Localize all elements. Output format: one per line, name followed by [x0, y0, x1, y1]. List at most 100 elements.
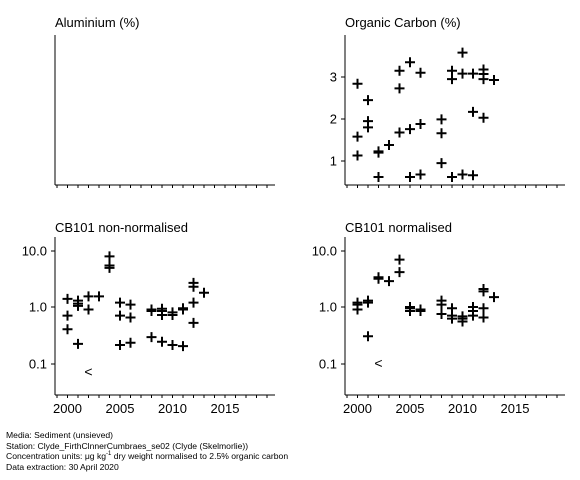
- data-point: [384, 140, 394, 151]
- x-tick-label: 2010: [448, 401, 477, 416]
- data-point: [478, 283, 489, 294]
- x-tick-label: 2005: [396, 401, 425, 416]
- data-point: [62, 310, 73, 321]
- data-point: [489, 74, 499, 85]
- data-point: [352, 150, 363, 161]
- data-point: [447, 303, 457, 314]
- data-point: [363, 116, 373, 127]
- data-point: [447, 74, 457, 85]
- data-point: [125, 299, 136, 310]
- data-point: [478, 312, 489, 323]
- data-point: [478, 303, 489, 314]
- data-point: [415, 67, 426, 78]
- footer-notes: Media: Sediment (unsieved) Station: Clyd…: [6, 430, 288, 472]
- data-point: [104, 251, 115, 262]
- data-point: [199, 287, 209, 298]
- data-point: [436, 128, 447, 139]
- data-point: [468, 106, 478, 117]
- x-tick-label: 2000: [53, 401, 82, 416]
- panel-cb101-normalised: CB101 normalised 2000 2005 2010 2015 10.0 1.0 0…: [312, 220, 565, 416]
- panel-title: CB101 non-normalised: [55, 220, 188, 235]
- y-tick-label: 0.1: [319, 357, 337, 372]
- data-point: [394, 267, 405, 278]
- data-point: [167, 307, 178, 318]
- data-point: [352, 78, 363, 89]
- data-point: [394, 83, 405, 94]
- data-point: [94, 291, 104, 302]
- data-point: [457, 68, 468, 79]
- panel-title: Organic Carbon (%): [345, 15, 461, 30]
- data-point: [352, 297, 363, 308]
- data-point: [178, 341, 188, 352]
- footer-media: Media: Sediment (unsieved): [6, 430, 113, 440]
- data-point: [394, 254, 405, 265]
- data-point: [489, 292, 499, 303]
- data-point: [73, 338, 83, 349]
- x-tick-label: 2005: [106, 401, 135, 416]
- data-point: [415, 169, 426, 180]
- y-tick-label: 10.0: [312, 244, 337, 259]
- data-point: [167, 339, 178, 350]
- data-point: [468, 170, 478, 181]
- units-suffix: dry weight normalised to 2.5% organic ca…: [111, 451, 289, 462]
- data-point: [394, 127, 405, 138]
- data-point: [436, 308, 447, 319]
- footer-units: Concentration units: μg kg-1 dry weight …: [6, 451, 288, 462]
- y-tick-label: 10.0: [22, 244, 47, 259]
- censored-marker: <: [84, 364, 92, 380]
- panel-title: CB101 normalised: [345, 220, 452, 235]
- footer-station: Station: Clyde_FirthClnnerCumbraes_se02 …: [6, 440, 249, 451]
- data-point: [405, 57, 415, 68]
- x-tick-label: 2010: [158, 401, 187, 416]
- x-tick-label: 2000: [343, 401, 372, 416]
- x-tick-label: 2015: [501, 401, 530, 416]
- panel-organic-carbon: Organic Carbon (%) 1 2 3: [330, 15, 565, 188]
- data-point: [436, 158, 447, 169]
- x-tick-label: 2015: [211, 401, 240, 416]
- y-tick-label: 1.0: [29, 300, 47, 315]
- data-point: [146, 304, 157, 315]
- data-point: [373, 272, 384, 283]
- data-point: [478, 112, 489, 123]
- data-point: [104, 260, 115, 271]
- data-point: [363, 95, 373, 106]
- data-point: [447, 171, 457, 182]
- data-point: [405, 171, 415, 182]
- data-point: [115, 310, 125, 321]
- y-tick-label: 0.1: [29, 357, 47, 372]
- data-point: [405, 302, 415, 312]
- units-exponent: -1: [106, 451, 112, 458]
- data-point: [178, 303, 188, 314]
- data-point: [468, 302, 478, 312]
- panel-title: Aluminium (%): [55, 15, 140, 30]
- data-point: [115, 339, 125, 350]
- data-point: [394, 65, 405, 76]
- data-point: [83, 304, 94, 315]
- panel-cb101-non-normalised: CB101 non-normalised 2000 2005 2010 2015 10.0…: [22, 220, 275, 416]
- data-point: [363, 331, 373, 342]
- data-point: [436, 114, 447, 125]
- data-point: [373, 171, 384, 182]
- data-point: [125, 337, 136, 348]
- data-point: [457, 311, 468, 322]
- data-point: [436, 295, 447, 306]
- y-tick-label: 3: [330, 70, 337, 85]
- units-prefix: Concentration units: μg kg: [6, 451, 107, 462]
- data-point: [373, 146, 384, 157]
- data-point: [62, 324, 73, 335]
- data-point: [157, 336, 167, 347]
- data-point: [146, 332, 157, 343]
- data-point: [125, 312, 136, 323]
- data-point: [415, 304, 426, 315]
- data-point: [415, 119, 426, 130]
- data-point: [405, 124, 415, 135]
- data-point: [62, 293, 73, 304]
- data-point: [352, 131, 363, 142]
- data-point: [447, 65, 457, 76]
- y-tick-label: 1.0: [319, 300, 337, 315]
- y-tick-label: 2: [330, 112, 337, 127]
- panel-aluminium: Aluminium (%): [54, 15, 275, 188]
- data-point: [115, 297, 125, 308]
- data-point: [457, 169, 468, 180]
